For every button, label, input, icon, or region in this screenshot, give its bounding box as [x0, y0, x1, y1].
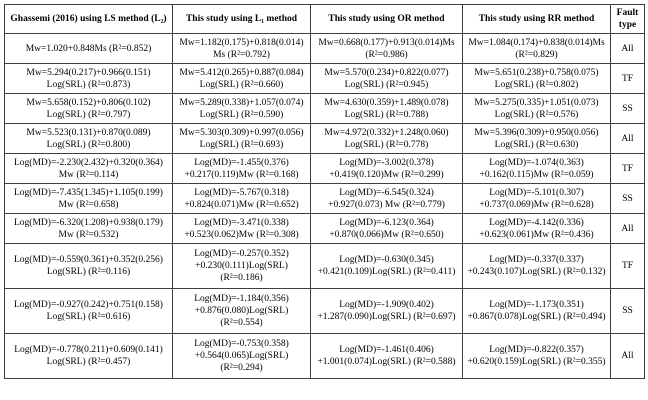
equation-cell-or: Log(MD)=-1.909(0.402) +1.287(0.090)Log(S… — [310, 288, 463, 334]
table-row: Log(MD)=-2.230(2.432)+0.320(0.364) Mw (R… — [4, 153, 645, 184]
equation-cell-l1: Mw=5.303(0.309)+0.997(0.056) Log(SRL) (R… — [172, 123, 311, 154]
equation-cell-ls: Mw=1.020+0.848Ms (R²=0.852) — [4, 33, 173, 64]
equation-cell-or: Log(MD)=-6.123(0.364) +0.870(0.066)Mw (R… — [310, 213, 463, 244]
equation-cell-rr: Mw=5.275(0.335)+1.051(0.073) Log(SRL) (R… — [462, 93, 611, 124]
fault-type-cell: SS — [610, 93, 645, 124]
equation-cell-or: Log(MD)=-3.002(0.378) +0.419(0.120)Mw (R… — [310, 153, 463, 184]
header-cell-fault-type: Fault type — [610, 4, 645, 34]
page: Ghassemi (2016) using LS method (L₂) Thi… — [4, 4, 645, 379]
fault-type-cell: All — [610, 33, 645, 64]
equation-cell-or: Log(MD)=-1.461(0.406) +1.001(0.074)Log(S… — [310, 333, 463, 379]
table-row: Log(MD)=-6.320(1.208)+0.938(0.179) Mw (R… — [4, 213, 645, 244]
equation-cell-l1: Log(MD)=-0.257(0.352) +0.230(0.111)Log(S… — [172, 243, 311, 289]
fault-type-cell: SS — [610, 288, 645, 334]
equation-cell-rr: Log(MD)=-5.101(0.307) +0.737(0.069)Mw (R… — [462, 183, 611, 214]
equation-cell-l1: Mw=1.182(0.175)+0.818(0.014) Ms (R²=0.79… — [172, 33, 311, 64]
equation-cell-rr: Log(MD)=-0.337(0.337) +0.243(0.107)Log(S… — [462, 243, 611, 289]
equation-cell-rr: Mw=5.651(0.238)+0.758(0.075) Log(SRL) (R… — [462, 63, 611, 94]
table-row: Log(MD)=-7.435(1.345)+1.105(0.199) Mw (R… — [4, 183, 645, 214]
fault-type-cell: TF — [610, 153, 645, 184]
equation-cell-ls: Log(MD)=-6.320(1.208)+0.938(0.179) Mw (R… — [4, 213, 173, 244]
equation-cell-or: Log(MD)=-0.630(0.345) +0.421(0.109)Log(S… — [310, 243, 463, 289]
equation-cell-l1: Mw=5.412(0.265)+0.887(0.084) Log(SRL) (R… — [172, 63, 311, 94]
equation-cell-or: Mw=4.972(0.332)+1.248(0.060) Log(SRL) (R… — [310, 123, 463, 154]
equation-cell-or: Mw=0.668(0.177)+0.913(0.014)Ms (R²=0.986… — [310, 33, 463, 64]
equation-cell-ls: Log(MD)=-2.230(2.432)+0.320(0.364) Mw (R… — [4, 153, 173, 184]
equation-cell-or: Log(MD)=-6.545(0.324) +0.927(0.073) Mw (… — [310, 183, 463, 214]
fault-type-cell: All — [610, 213, 645, 244]
equation-cell-l1: Log(MD)=-0.753(0.358) +0.564(0.065)Log(S… — [172, 333, 311, 379]
equation-cell-rr: Log(MD)=-1.074(0.363) +0.162(0.115)Mw (R… — [462, 153, 611, 184]
table-row: Log(MD)=-0.559(0.361)+0.352(0.256) Log(S… — [4, 243, 645, 289]
equation-cell-l1: Mw=5.289(0.338)+1.057(0.074) Log(SRL) (R… — [172, 93, 311, 124]
table-row: Log(MD)=-0.778(0.211)+0.609(0.141) Log(S… — [4, 333, 645, 379]
equation-cell-rr: Mw=1.084(0.174)+0.838(0.014)Ms (R²=0.829… — [462, 33, 611, 64]
fault-type-cell: TF — [610, 243, 645, 289]
equation-cell-ls: Log(MD)=-0.559(0.361)+0.352(0.256) Log(S… — [4, 243, 173, 289]
equation-cell-ls: Log(MD)=-0.927(0.242)+0.751(0.158) Log(S… — [4, 288, 173, 334]
header-row: Ghassemi (2016) using LS method (L₂) Thi… — [4, 4, 645, 34]
equation-cell-rr: Log(MD)=-1.173(0.351) +0.867(0.078)Log(S… — [462, 288, 611, 334]
fault-type-cell: All — [610, 123, 645, 154]
table-row: Mw=5.294(0.217)+0.966(0.151) Log(SRL) (R… — [4, 63, 645, 94]
header-cell-l1-method: This study using L₁ method — [172, 4, 311, 34]
table-row: Mw=5.658(0.152)+0.806(0.102) Log(SRL) (R… — [4, 93, 645, 124]
equation-cell-rr: Mw=5.396(0.309)+0.950(0.056) Log(SRL) (R… — [462, 123, 611, 154]
equation-cell-ls: Mw=5.523(0.131)+0.870(0.089) Log(SRL) (R… — [4, 123, 173, 154]
header-cell-ls-method: Ghassemi (2016) using LS method (L₂) — [4, 4, 173, 34]
fault-type-cell: TF — [610, 63, 645, 94]
equation-cell-or: Mw=5.570(0.234)+0.822(0.077) Log(SRL) (R… — [310, 63, 463, 94]
fault-type-cell: All — [610, 333, 645, 379]
table-row: Log(MD)=-0.927(0.242)+0.751(0.158) Log(S… — [4, 288, 645, 334]
equation-cell-ls: Log(MD)=-7.435(1.345)+1.105(0.199) Mw (R… — [4, 183, 173, 214]
equation-cell-ls: Mw=5.658(0.152)+0.806(0.102) Log(SRL) (R… — [4, 93, 173, 124]
regression-results-table: Ghassemi (2016) using LS method (L₂) Thi… — [4, 4, 645, 379]
equation-cell-ls: Mw=5.294(0.217)+0.966(0.151) Log(SRL) (R… — [4, 63, 173, 94]
table-row: Mw=5.523(0.131)+0.870(0.089) Log(SRL) (R… — [4, 123, 645, 154]
fault-type-cell: SS — [610, 183, 645, 214]
equation-cell-l1: Log(MD)=-1.455(0.376) +0.217(0.119)Mw (R… — [172, 153, 311, 184]
equation-cell-rr: Log(MD)=-4.142(0.336) +0.623(0.061)Mw (R… — [462, 213, 611, 244]
table-row: Mw=1.020+0.848Ms (R²=0.852) Mw=1.182(0.1… — [4, 33, 645, 64]
equation-cell-l1: Log(MD)=-3.471(0.338) +0.523(0.062)Mw (R… — [172, 213, 311, 244]
equation-cell-rr: Log(MD)=-0.822(0.357) +0.620(0.159)Log(S… — [462, 333, 611, 379]
equation-cell-ls: Log(MD)=-0.778(0.211)+0.609(0.141) Log(S… — [4, 333, 173, 379]
equation-cell-or: Mw=4.630(0.359)+1.489(0.078) Log(SRL) (R… — [310, 93, 463, 124]
equation-cell-l1: Log(MD)=-5.767(0.318) +0.824(0.071)Mw (R… — [172, 183, 311, 214]
header-cell-rr-method: This study using RR method — [462, 4, 611, 34]
header-cell-or-method: This study using OR method — [310, 4, 463, 34]
equation-cell-l1: Log(MD)=-1.184(0.356) +0.876(0.080)Log(S… — [172, 288, 311, 334]
